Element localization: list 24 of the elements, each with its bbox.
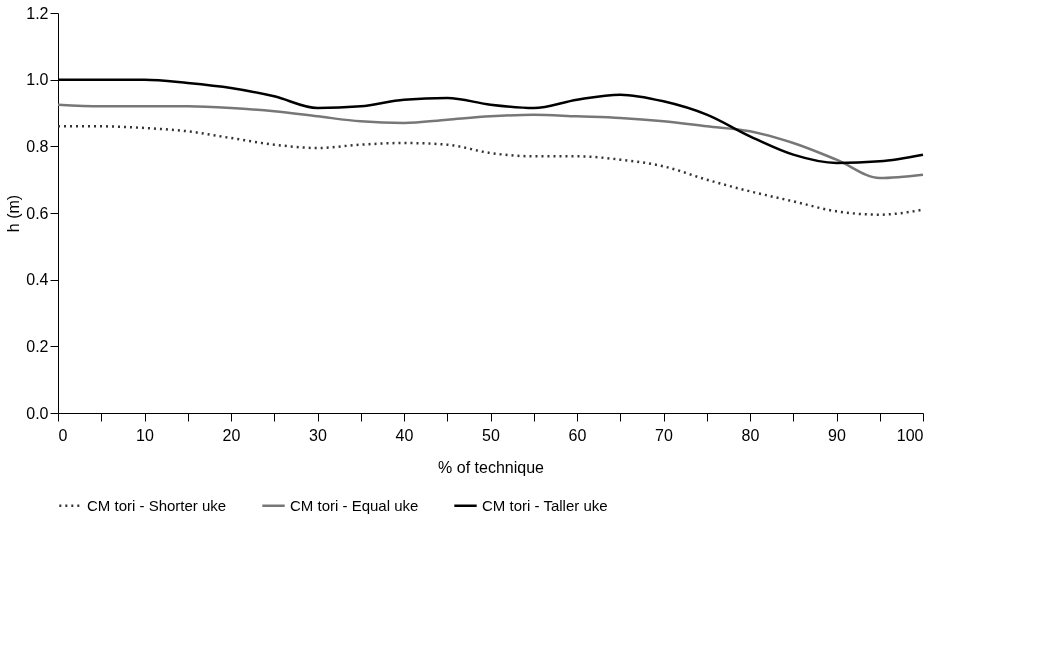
x-tick-label: 70 (655, 426, 673, 444)
legend-label: CM tori - Equal uke (290, 496, 419, 514)
y-tick-label: 0.0 (26, 404, 49, 422)
y-tick-label: 1.2 (26, 4, 49, 22)
x-tick-label: 40 (395, 426, 414, 444)
y-axis-title: h (m) (5, 194, 23, 233)
y-tick-label: 1.0 (26, 71, 49, 89)
x-tick-label: 50 (482, 426, 500, 444)
legend-label: CM tori - Shorter uke (87, 496, 227, 514)
x-tick-label: 80 (741, 426, 760, 444)
y-tick-label: 0.4 (26, 271, 49, 289)
x-tick-label: 100 (896, 426, 924, 444)
line-series (56, 103, 925, 180)
y-tick-label: 0.6 (26, 204, 49, 222)
x-tick-label: 60 (568, 426, 587, 444)
x-tick-label: 10 (136, 426, 154, 444)
x-tick-label: 0 (58, 426, 68, 444)
legend-label: CM tori - Taller uke (482, 496, 608, 514)
x-tick-label: 20 (222, 426, 241, 444)
x-tick-label: 90 (828, 426, 846, 444)
y-tick-label: 0.2 (26, 337, 49, 355)
x-axis-title: % of technique (438, 458, 545, 476)
y-tick-label: 0.8 (26, 137, 49, 155)
x-tick-label: 30 (309, 426, 327, 444)
